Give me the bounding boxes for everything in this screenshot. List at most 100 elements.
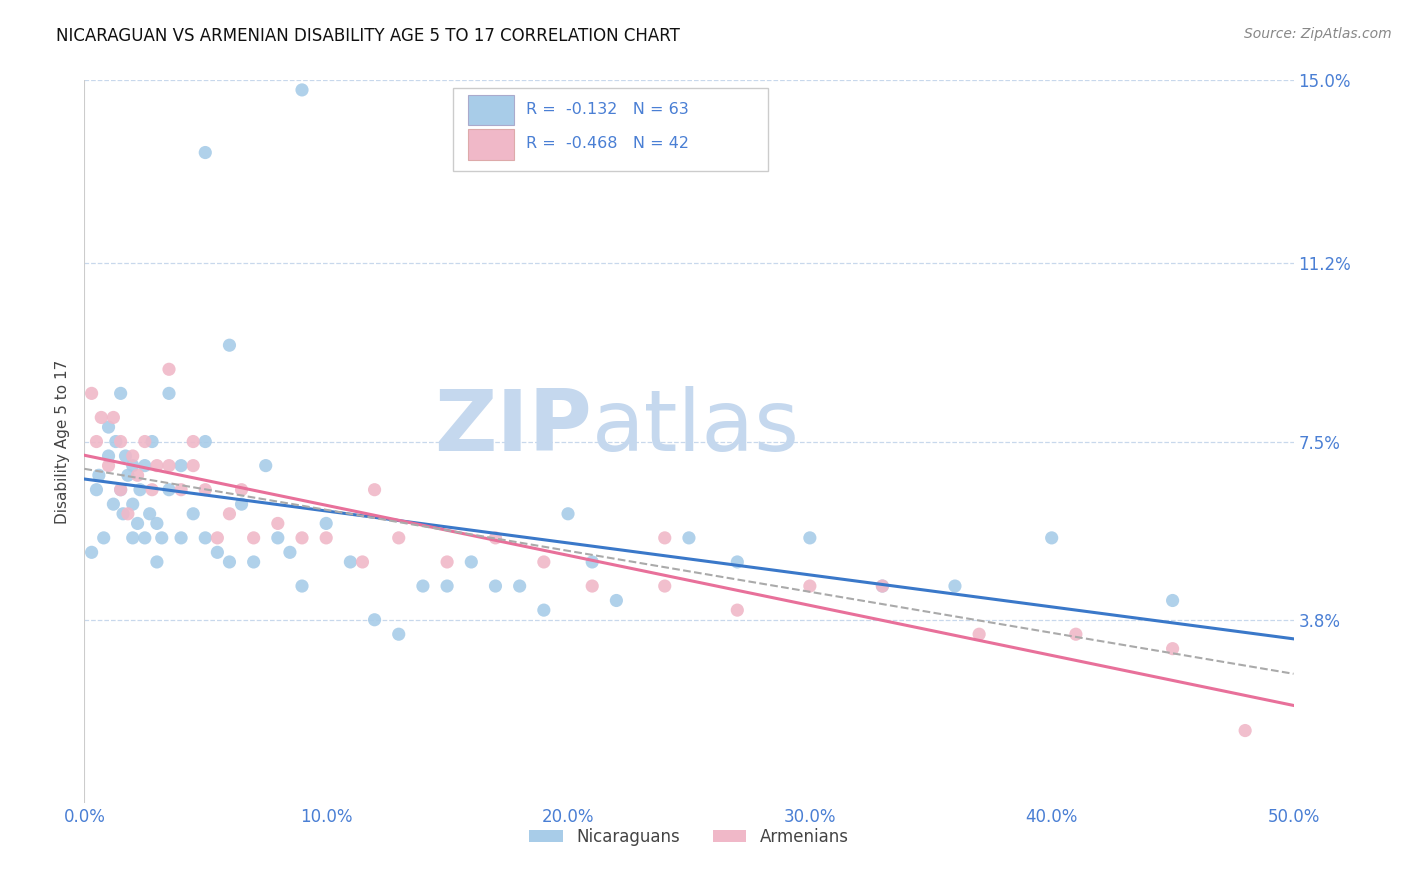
Point — [80, 545, 103, 559]
Point — [110, 434, 132, 449]
Point — [104, 434, 127, 449]
Point — [1161, 641, 1184, 656]
Point — [170, 458, 193, 473]
Point — [436, 555, 458, 569]
Point — [388, 531, 411, 545]
Point — [581, 579, 603, 593]
Point — [339, 555, 361, 569]
Point — [436, 579, 458, 593]
Point — [112, 507, 135, 521]
Text: Source: ZipAtlas.com: Source: ZipAtlas.com — [1244, 27, 1392, 41]
Point — [170, 531, 193, 545]
Point — [388, 627, 411, 641]
Point — [678, 531, 700, 545]
Legend: Nicaraguans, Armenians: Nicaraguans, Armenians — [523, 821, 855, 852]
Point — [157, 386, 180, 401]
Point — [121, 531, 143, 545]
Point — [943, 579, 966, 593]
Point — [157, 483, 180, 497]
Point — [412, 579, 434, 593]
Point — [484, 579, 506, 593]
Point — [352, 555, 374, 569]
Point — [267, 516, 290, 531]
Point — [134, 434, 156, 449]
Point — [194, 531, 217, 545]
Point — [121, 449, 143, 463]
Point — [605, 593, 627, 607]
Point — [1234, 723, 1257, 738]
Point — [218, 338, 240, 352]
Point — [967, 627, 990, 641]
Point — [127, 468, 149, 483]
Point — [157, 458, 180, 473]
Point — [97, 420, 120, 434]
Point — [799, 579, 821, 593]
Point — [97, 449, 120, 463]
Point — [533, 555, 555, 569]
Point — [291, 83, 314, 97]
Point — [103, 497, 125, 511]
Point — [121, 497, 143, 511]
Point — [181, 434, 204, 449]
Point — [134, 458, 156, 473]
FancyBboxPatch shape — [468, 95, 513, 125]
Point — [872, 579, 894, 593]
Point — [207, 545, 229, 559]
Point — [654, 531, 676, 545]
Point — [291, 579, 314, 593]
Point — [242, 531, 264, 545]
Point — [121, 458, 143, 473]
Point — [97, 458, 120, 473]
Point — [110, 483, 132, 497]
Point — [114, 449, 136, 463]
Point — [93, 531, 115, 545]
Point — [278, 545, 301, 559]
Point — [218, 555, 240, 569]
Point — [725, 555, 748, 569]
Point — [363, 483, 385, 497]
Point — [103, 410, 125, 425]
Point — [134, 531, 156, 545]
Point — [725, 603, 748, 617]
Point — [86, 434, 108, 449]
Point — [315, 516, 337, 531]
Point — [117, 507, 139, 521]
Point — [254, 458, 277, 473]
Point — [110, 483, 132, 497]
Point — [150, 531, 173, 545]
Point — [1040, 531, 1063, 545]
Point — [138, 507, 160, 521]
Point — [146, 458, 169, 473]
Text: NICARAGUAN VS ARMENIAN DISABILITY AGE 5 TO 17 CORRELATION CHART: NICARAGUAN VS ARMENIAN DISABILITY AGE 5 … — [56, 27, 681, 45]
Point — [146, 516, 169, 531]
Point — [129, 483, 152, 497]
Point — [194, 145, 217, 160]
Point — [460, 555, 482, 569]
Point — [127, 516, 149, 531]
Point — [581, 555, 603, 569]
Point — [181, 507, 204, 521]
Point — [533, 603, 555, 617]
Text: R =  -0.132   N = 63: R = -0.132 N = 63 — [526, 102, 689, 117]
Point — [141, 483, 163, 497]
Point — [87, 468, 110, 483]
Point — [484, 531, 506, 545]
Point — [231, 497, 253, 511]
Point — [80, 386, 103, 401]
Point — [170, 483, 193, 497]
Point — [194, 483, 217, 497]
Point — [799, 531, 821, 545]
Point — [509, 579, 531, 593]
Text: ZIP: ZIP — [434, 385, 592, 468]
Point — [1064, 627, 1087, 641]
Point — [207, 531, 229, 545]
Point — [231, 483, 253, 497]
FancyBboxPatch shape — [453, 87, 768, 170]
FancyBboxPatch shape — [468, 129, 513, 160]
Y-axis label: Disability Age 5 to 17: Disability Age 5 to 17 — [55, 359, 70, 524]
Point — [291, 531, 314, 545]
Text: R =  -0.468   N = 42: R = -0.468 N = 42 — [526, 136, 689, 152]
Point — [86, 483, 108, 497]
Point — [872, 579, 894, 593]
Point — [146, 555, 169, 569]
